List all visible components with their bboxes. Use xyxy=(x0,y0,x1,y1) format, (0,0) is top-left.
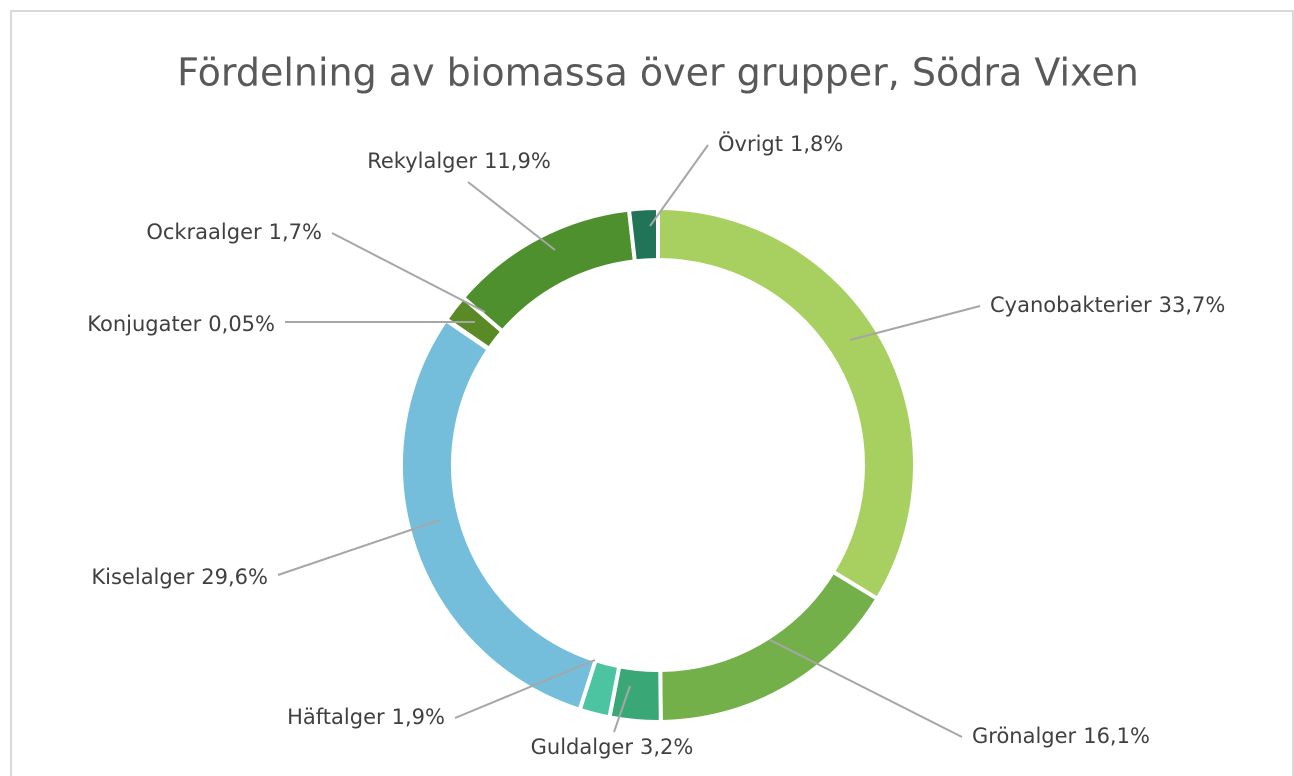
chart-title: Fördelning av biomassa över grupper, Söd… xyxy=(177,51,1139,95)
category-label: Rekylalger xyxy=(367,149,477,173)
category-label: Ockraalger xyxy=(146,220,262,244)
value-label: 0,05% xyxy=(208,312,275,336)
data-label: Rekylalger 11,9% xyxy=(367,149,551,173)
leader-line xyxy=(649,144,709,227)
value-label: 16,1% xyxy=(1083,724,1150,748)
category-label: Guldalger xyxy=(531,735,634,759)
data-label: Häftalger 1,9% xyxy=(287,705,445,729)
value-label: 1,8% xyxy=(790,132,843,156)
category-label: Konjugater xyxy=(87,312,201,336)
leader-line xyxy=(454,659,596,719)
category-label: Grönalger xyxy=(972,724,1077,748)
leader-line xyxy=(613,685,631,733)
data-label: Guldalger 3,2% xyxy=(531,735,694,759)
category-label: Kiselalger xyxy=(91,565,194,589)
chart-frame xyxy=(10,10,1294,776)
value-label: 29,6% xyxy=(201,565,268,589)
data-label: Ockraalger 1,7% xyxy=(146,220,322,244)
leader-line xyxy=(331,232,486,313)
leader-line xyxy=(849,305,981,341)
value-label: 11,9% xyxy=(484,149,551,173)
category-label: Övrigt xyxy=(718,131,783,156)
donut-slice xyxy=(626,205,660,264)
category-label: Cyanobakterier xyxy=(990,293,1152,317)
value-label: 33,7% xyxy=(1159,293,1226,317)
data-label: Grönalger 16,1% xyxy=(972,724,1150,748)
leader-line xyxy=(769,639,963,738)
data-label: Kiselalger 29,6% xyxy=(91,565,268,589)
data-label: Cyanobakterier 33,7% xyxy=(990,293,1225,317)
leader-line xyxy=(467,181,556,251)
data-label: Övrigt 1,8% xyxy=(718,131,843,156)
value-label: 1,7% xyxy=(269,220,322,244)
leader-line xyxy=(277,519,441,576)
value-label: 3,2% xyxy=(640,735,693,759)
value-label: 1,9% xyxy=(392,705,445,729)
category-label: Häftalger xyxy=(287,705,385,729)
data-label: Konjugater 0,05% xyxy=(87,312,275,336)
